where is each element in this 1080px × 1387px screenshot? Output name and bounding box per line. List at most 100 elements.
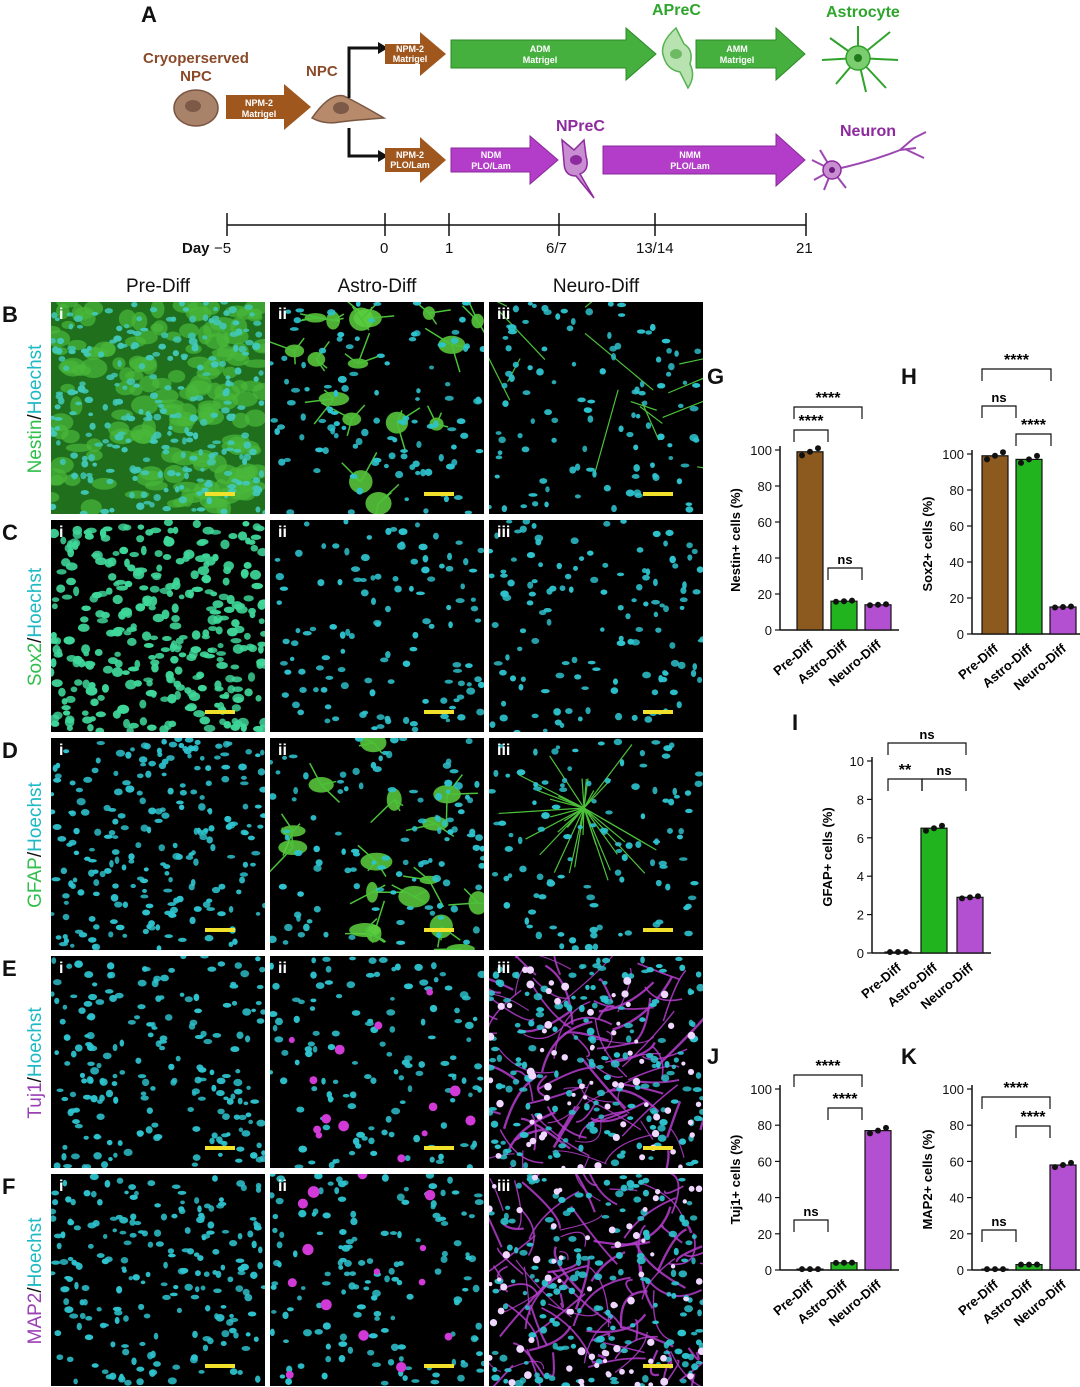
- tile-roman-label: ii: [278, 524, 287, 541]
- x-tick-label: Astro-Diff: [794, 636, 850, 686]
- data-point: [867, 1130, 873, 1137]
- data-point: [992, 1266, 998, 1273]
- data-point: [1052, 1164, 1058, 1171]
- y-tick-label: 6: [857, 831, 864, 846]
- scale-bar: [424, 1364, 454, 1368]
- scale-bar: [205, 492, 235, 496]
- y-tick-label: 60: [950, 519, 964, 534]
- row-slash: /: [25, 637, 46, 643]
- significance-label: ****: [1004, 352, 1030, 369]
- data-point: [975, 893, 981, 900]
- x-tick-label: Neuro-Diff: [826, 1276, 885, 1329]
- scale-bar: [424, 492, 454, 496]
- bar-astro-diff: [830, 600, 858, 631]
- data-point: [887, 949, 893, 956]
- bar-neuro-diff: [1049, 606, 1077, 635]
- scale-bar: [643, 1364, 673, 1368]
- arrow-npm2-matrigel-1: [226, 84, 311, 130]
- x-tick-label: Pre-Diff: [955, 640, 1001, 682]
- panel-label-f: F: [2, 1174, 16, 1199]
- schematic-graphics: [173, 26, 927, 236]
- y-axis-title: MAP2+ cells (%): [920, 1129, 935, 1229]
- y-tick-label: 100: [750, 1082, 772, 1097]
- data-point: [967, 894, 973, 901]
- y-tick-label: 8: [857, 792, 864, 807]
- data-point: [1034, 1261, 1040, 1268]
- arrow-label-adm: ADM Matrigel: [480, 44, 600, 66]
- micrograph-tile-tuj1-pre-diff: i: [51, 956, 265, 1168]
- micrograph-image: [274, 520, 484, 732]
- data-point: [903, 949, 909, 956]
- y-axis-title: Tuj1+ cells (%): [728, 1135, 743, 1225]
- significance-label: ns: [919, 727, 934, 742]
- data-point: [1018, 459, 1024, 466]
- arrow-label-line: NPM-2: [395, 44, 424, 54]
- data-point: [883, 601, 889, 608]
- row-counter: Hoechst: [25, 782, 46, 852]
- x-tick-label: Pre-Diff: [770, 636, 816, 678]
- bar-astro-diff: [830, 1262, 858, 1271]
- tile-roman-label: iii: [497, 1178, 511, 1195]
- tile-roman-label: iii: [497, 960, 511, 977]
- significance-bracket: [981, 1096, 1051, 1109]
- arrow-label-line: NPM-2: [395, 150, 424, 160]
- arrow-label-nmm: NMM PLO/Lam: [630, 150, 750, 172]
- significance-label: ****: [1021, 417, 1047, 434]
- micrograph-image: [51, 1174, 265, 1386]
- micrograph-tile-map2-neuro-diff: iii: [489, 1174, 703, 1386]
- x-tick-label: Neuro-Diff: [918, 959, 977, 1012]
- neuron-label: Neuron: [840, 123, 896, 140]
- micrograph-tile-tuj1-neuro-diff: iii: [489, 956, 703, 1168]
- significance-label: ns: [991, 390, 1006, 405]
- y-tick-label: 20: [950, 591, 964, 606]
- y-tick-label: 60: [950, 1154, 964, 1169]
- y-tick-label: 40: [758, 1191, 772, 1206]
- significance-bracket: [793, 406, 863, 419]
- x-tick-label: Astro-Diff: [884, 959, 940, 1009]
- arrow-amm: [695, 26, 806, 82]
- column-header-pre-diff: Pre-Diff: [125, 276, 191, 297]
- bar-neuro-diff: [864, 604, 892, 631]
- significance-label: ****: [1021, 1109, 1047, 1126]
- panel-label-b: B: [2, 302, 18, 327]
- scale-bar: [205, 1364, 235, 1368]
- bar-neuro-diff: [1049, 1164, 1077, 1271]
- tile-roman-label: iii: [497, 524, 511, 541]
- micrograph-tile-sox2-astro-diff: ii: [270, 520, 484, 732]
- micrograph-image: [489, 956, 703, 1168]
- micrograph-image: [51, 520, 265, 732]
- y-tick-label: 80: [758, 1118, 772, 1133]
- x-tick-label: Neuro-Diff: [1011, 640, 1070, 693]
- y-tick-label: 40: [950, 555, 964, 570]
- data-point: [807, 1266, 813, 1273]
- micrograph-image: [270, 956, 484, 1168]
- panel-label-a: A: [141, 2, 157, 27]
- data-point: [1060, 604, 1066, 610]
- significance-bracket: [981, 1229, 1017, 1242]
- arrow-label-line: Matrigel: [241, 109, 277, 119]
- row-counter: Hoechst: [25, 567, 46, 638]
- tile-roman-label: i: [59, 306, 64, 323]
- scale-bar: [643, 928, 673, 932]
- data-point: [895, 949, 901, 956]
- data-point: [1060, 1162, 1066, 1169]
- row-counter: Hoechst: [25, 344, 46, 415]
- significance-label: ns: [837, 552, 852, 567]
- y-tick-label: 0: [765, 623, 772, 638]
- data-point: [1000, 1266, 1006, 1273]
- arrow-adm: [450, 26, 657, 82]
- micrograph-image: [51, 302, 265, 514]
- x-tick-label: Astro-Diff: [979, 640, 1035, 690]
- data-point: [875, 1127, 881, 1134]
- y-tick-label: 100: [942, 1082, 964, 1097]
- arrow-label-line: PLO/Lam: [471, 161, 511, 171]
- data-point: [875, 601, 881, 608]
- column-header-neuro-diff: Neuro-Diff: [552, 276, 640, 297]
- row-label-nestin: Nestin/Hoechst: [25, 309, 47, 509]
- significance-bracket: [827, 1107, 863, 1120]
- timeline-tick-label: 13/14: [636, 240, 674, 257]
- panel-label-h: H: [901, 364, 917, 389]
- data-point: [849, 1259, 855, 1266]
- x-tick-label: Pre-Diff: [955, 1276, 1001, 1318]
- micrograph-tile-nestin-pre-diff: i: [51, 302, 265, 514]
